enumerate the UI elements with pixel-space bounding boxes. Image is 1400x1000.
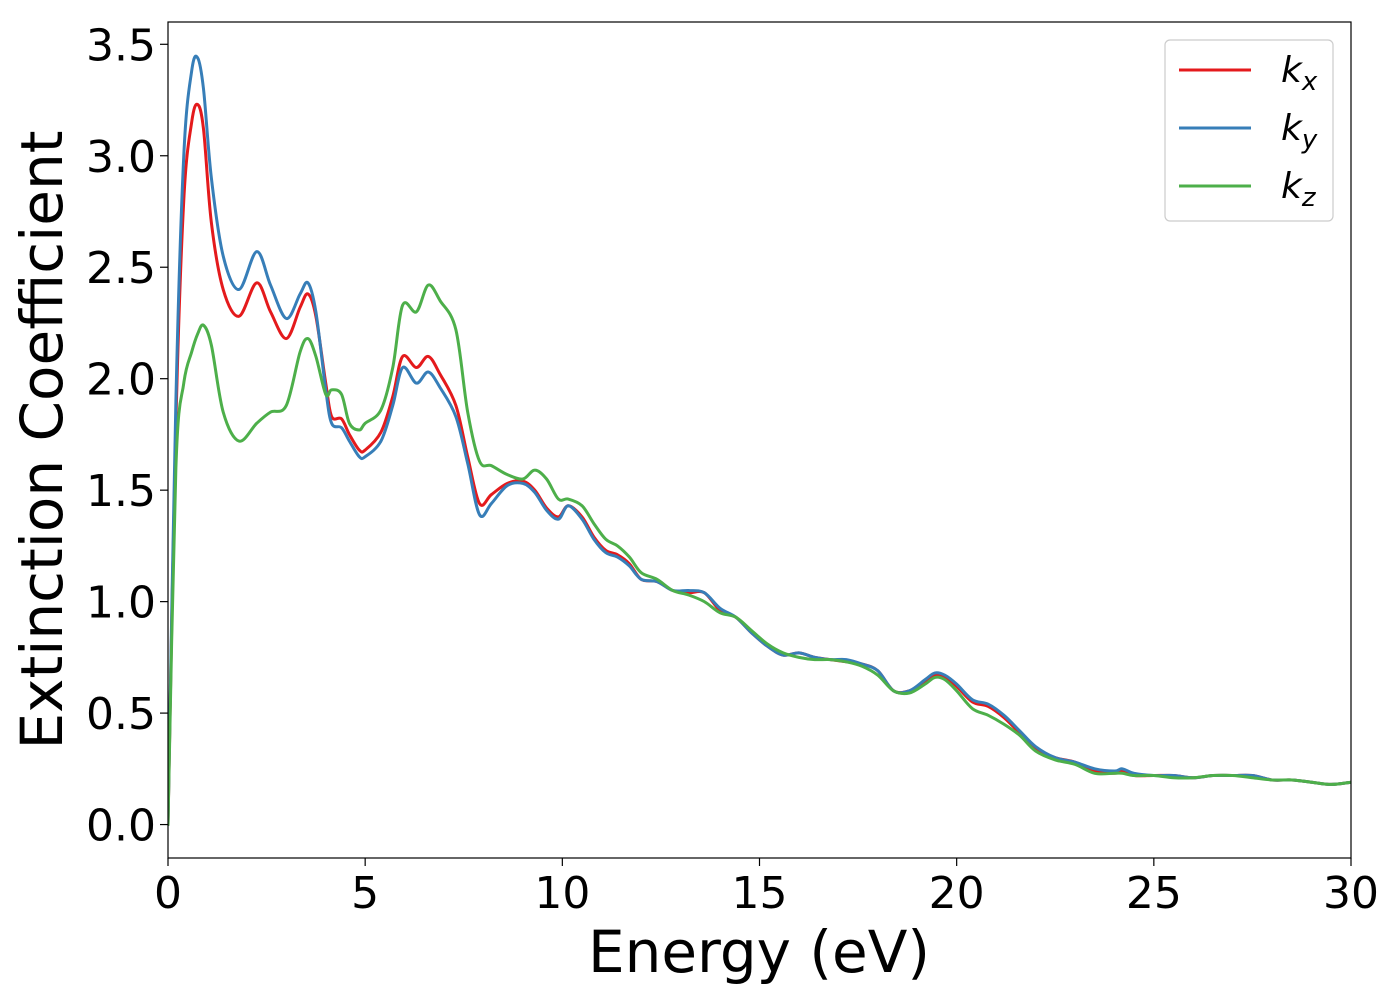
legend-label-kz: kz bbox=[1281, 166, 1317, 213]
x-tick-label: 10 bbox=[534, 868, 590, 919]
x-tick-label: 15 bbox=[732, 868, 788, 919]
series-line-ky bbox=[168, 54, 1351, 827]
series-layer bbox=[168, 54, 1351, 827]
x-axis-title: Energy (eV) bbox=[588, 918, 930, 986]
y-tick-label: 3.5 bbox=[86, 20, 156, 71]
y-tick-label: 0.5 bbox=[86, 689, 156, 740]
x-tick-label: 5 bbox=[351, 868, 379, 919]
x-tick-label: 20 bbox=[929, 868, 985, 919]
axes-layer: 0 5 10 15 20 25 30 0.0 0.5 1.0 1.5 2.0 2.5 3.0 3.5 bbox=[86, 20, 1379, 919]
x-tick-label: 0 bbox=[154, 868, 182, 919]
series-line-kz bbox=[168, 283, 1351, 827]
x-tick-label: 25 bbox=[1126, 868, 1182, 919]
y-axis-title: Extinction Coefficient bbox=[8, 131, 76, 750]
y-tick-label: 2.0 bbox=[86, 355, 156, 406]
y-tick-label: 3.0 bbox=[86, 132, 156, 183]
legend-box bbox=[1164, 39, 1334, 222]
y-tick-label: 1.5 bbox=[86, 466, 156, 517]
legend: kx ky kz bbox=[1164, 39, 1334, 222]
x-tick-label: 30 bbox=[1323, 868, 1379, 919]
legend-label-kx: kx bbox=[1281, 50, 1318, 97]
y-tick-label: 2.5 bbox=[86, 243, 156, 294]
y-tick-label: 1.0 bbox=[86, 578, 156, 629]
y-tick-label: 0.0 bbox=[86, 801, 156, 852]
plot-frame bbox=[167, 21, 1352, 859]
legend-label-ky: ky bbox=[1281, 108, 1318, 155]
